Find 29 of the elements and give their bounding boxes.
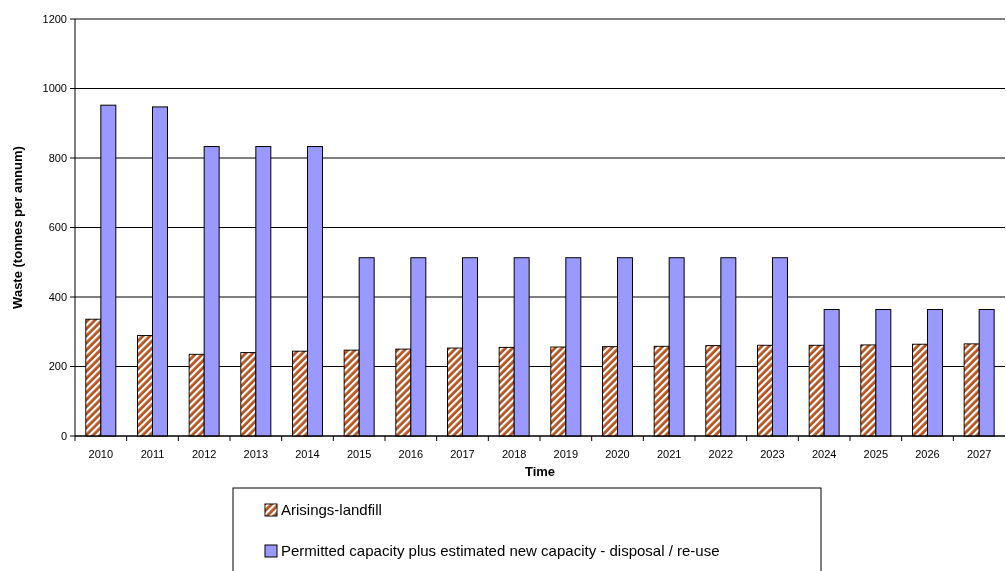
x-tick-label: 2027 — [966, 448, 992, 460]
x-tick-label: 2021 — [656, 448, 682, 460]
y-tick-label: 0 — [60, 429, 67, 442]
x-tick-label: 2019 — [553, 448, 579, 460]
y-tick-label: 600 — [48, 221, 67, 234]
y-tick-label: 400 — [48, 290, 67, 303]
y-axis-title: Waste (tonnes per annum) — [10, 146, 25, 309]
x-tick-label: 2020 — [605, 448, 630, 460]
legend-label: Arisings-landfill — [281, 501, 382, 518]
x-tick-label: 2018 — [501, 448, 527, 460]
x-tick-label: 2011 — [140, 448, 165, 460]
y-tick-label: 1200 — [42, 12, 67, 25]
x-tick-label: 2024 — [811, 448, 837, 460]
y-tick-label: 200 — [48, 360, 67, 373]
x-tick-label: 2017 — [450, 448, 475, 460]
x-tick-label: 2022 — [708, 448, 734, 460]
x-tick-label: 2025 — [863, 448, 889, 460]
x-tick-label: 2026 — [915, 448, 940, 460]
x-tick-label: 2023 — [760, 448, 785, 460]
x-axis-title: Time — [524, 464, 556, 479]
x-tick-label: 2015 — [346, 448, 372, 460]
legend-label: Permitted capacity plus estimated new capacity - disposal / re-use — [281, 542, 720, 559]
y-tick-label: 800 — [48, 151, 67, 164]
x-tick-label: 2010 — [88, 448, 114, 460]
x-tick-label: 2014 — [295, 448, 320, 460]
x-tick-label: 2016 — [398, 448, 424, 460]
y-tick-label: 1000 — [42, 82, 67, 95]
x-tick-label: 2013 — [243, 448, 269, 460]
x-tick-label: 2012 — [191, 448, 217, 460]
